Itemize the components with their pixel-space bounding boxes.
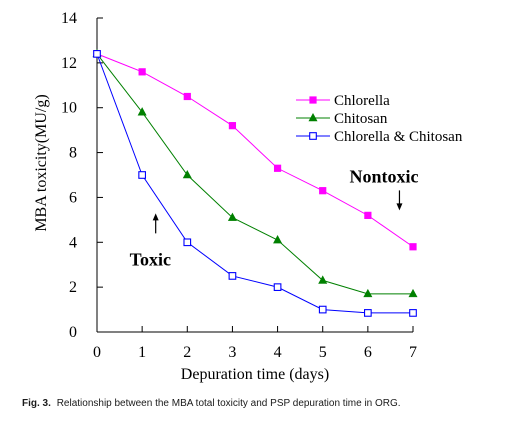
- x-tick-label: 0: [93, 344, 101, 361]
- series-chitosan: [92, 48, 418, 298]
- data-point: [137, 107, 147, 116]
- legend-label: Chlorella: [334, 93, 390, 109]
- legend-label: Chlorella & Chitosan: [334, 129, 463, 145]
- x-axis-title: Depuration time (days): [181, 366, 329, 383]
- series-layer: [92, 48, 418, 317]
- data-point: [138, 171, 146, 179]
- annotations: Toxic Nontoxic: [130, 166, 419, 269]
- y-tick-label: 6: [69, 189, 77, 206]
- data-point: [309, 132, 317, 140]
- annotation-toxic: Toxic: [130, 213, 171, 269]
- data-point: [227, 212, 237, 221]
- data-point: [408, 288, 418, 298]
- data-point: [318, 275, 328, 284]
- y-tick-label: 8: [69, 145, 77, 162]
- data-point: [364, 211, 372, 219]
- legend-item: Chlorella: [296, 93, 390, 109]
- x-axis-ticks: 0 1 2 3 4 5 6 7: [93, 326, 417, 361]
- annotation-label: Toxic: [130, 249, 171, 269]
- series-chlorella-chitosan: [93, 50, 417, 317]
- y-axis-ticks: 0 2 4 6 8 10 12 14: [61, 10, 103, 341]
- data-point: [228, 272, 237, 280]
- y-tick-label: 12: [61, 55, 77, 72]
- data-point: [228, 122, 237, 130]
- legend: Chlorella Chitosan Chlorella & Chitosan: [296, 93, 463, 145]
- x-tick-label: 2: [183, 344, 191, 361]
- data-point: [93, 50, 101, 58]
- series-chlorella: [93, 50, 417, 251]
- figure-caption: Fig. 3. Relationship between the MBA tot…: [22, 398, 502, 409]
- data-point: [319, 187, 327, 195]
- annotation-nontoxic: Nontoxic: [349, 166, 418, 211]
- data-point: [183, 238, 192, 247]
- data-point: [273, 235, 283, 244]
- data-point: [308, 112, 318, 122]
- y-tick-label: 10: [61, 100, 77, 117]
- figure-caption-text: Relationship between the MBA total toxic…: [56, 398, 401, 409]
- series-line: [96, 53, 413, 314]
- data-point: [409, 243, 417, 251]
- data-point: [182, 169, 192, 179]
- x-tick-label: 4: [274, 344, 282, 361]
- data-point: [318, 305, 327, 314]
- data-point: [138, 68, 146, 76]
- y-axis-title: MBA toxicity(MU/g): [33, 94, 50, 231]
- legend-item: Chitosan: [296, 111, 388, 127]
- data-point: [364, 309, 372, 317]
- x-tick-label: 3: [228, 344, 236, 361]
- annotation-label: Nontoxic: [349, 166, 418, 186]
- legend-label: Chitosan: [334, 111, 388, 127]
- figure-caption-label: Fig. 3.: [22, 398, 51, 409]
- series-line: [96, 53, 414, 248]
- y-tick-label: 2: [69, 279, 77, 296]
- arrowhead-icon: [396, 203, 403, 211]
- arrowhead-icon: [152, 213, 159, 221]
- data-point: [409, 309, 417, 317]
- y-tick-label: 14: [61, 10, 77, 27]
- data-point: [273, 164, 282, 172]
- y-tick-label: 4: [69, 234, 77, 251]
- x-tick-label: 5: [319, 344, 327, 361]
- x-tick-label: 6: [364, 344, 372, 361]
- legend-item: Chlorella & Chitosan: [296, 129, 463, 145]
- data-point: [309, 96, 317, 104]
- x-tick-label: 7: [409, 344, 417, 361]
- data-point: [273, 283, 282, 291]
- x-tick-label: 1: [138, 344, 146, 361]
- data-point: [183, 92, 191, 101]
- data-point: [363, 288, 373, 298]
- y-tick-label: 0: [69, 324, 77, 341]
- series-line: [96, 53, 413, 295]
